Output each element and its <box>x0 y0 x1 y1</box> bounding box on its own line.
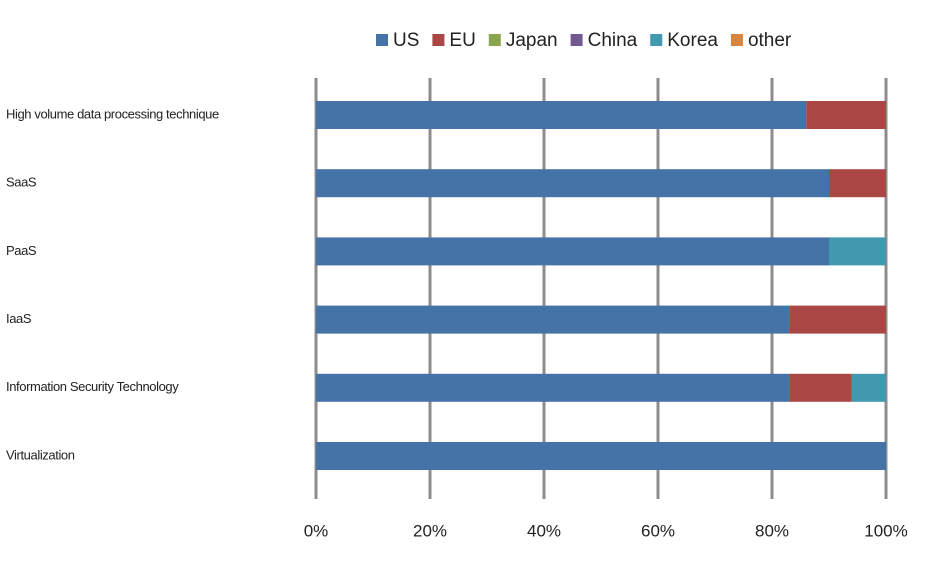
bar-segment <box>806 101 886 129</box>
bar-segment <box>316 305 790 334</box>
bar-segment <box>851 373 886 402</box>
bar-segment <box>789 305 886 334</box>
bar-segment <box>829 169 886 198</box>
x-tick-label: 20% <box>413 521 447 540</box>
category-label: SaaS <box>6 175 37 190</box>
category-label: Information Security Technology <box>6 379 179 394</box>
x-tick-label: 80% <box>755 521 789 540</box>
legend-swatch <box>570 34 583 46</box>
category-label: IaaS <box>6 311 32 326</box>
bar-segment <box>316 442 886 470</box>
bar-segment <box>316 237 829 266</box>
legend-label: Japan <box>506 30 558 51</box>
legend-swatch <box>650 34 663 46</box>
x-tick-label: 60% <box>641 521 675 540</box>
legend-swatch <box>488 34 501 46</box>
bar-segment <box>789 373 852 402</box>
legend-label: EU <box>449 30 475 51</box>
category-label: PaaS <box>6 243 37 258</box>
x-tick-label: 0% <box>304 521 329 540</box>
legend-label: Korea <box>667 30 718 51</box>
legend-swatch <box>432 34 445 46</box>
category-label: Virtualization <box>6 447 75 462</box>
legend-label: US <box>393 30 419 51</box>
bar-segment <box>316 373 790 402</box>
legend-label: China <box>588 30 638 51</box>
legend-swatch <box>376 34 388 46</box>
bar-segment <box>829 237 886 266</box>
category-label: High volume data processing technique <box>6 106 219 121</box>
bar-segment <box>316 101 807 129</box>
legend-label: other <box>748 30 792 51</box>
legend-swatch <box>730 34 743 46</box>
bar-segment <box>316 169 829 198</box>
x-tick-label: 40% <box>527 521 561 540</box>
x-tick-label: 100% <box>864 521 907 540</box>
